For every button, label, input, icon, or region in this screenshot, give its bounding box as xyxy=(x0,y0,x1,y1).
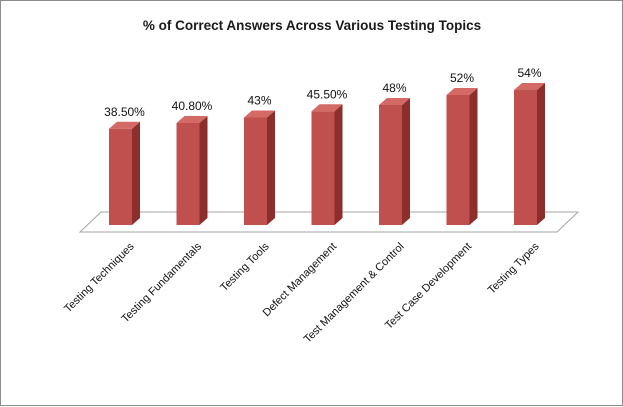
bar-side xyxy=(334,104,343,225)
bar xyxy=(244,110,275,225)
data-label: 38.50% xyxy=(104,105,145,119)
bar-side xyxy=(469,88,478,225)
bar-side xyxy=(132,121,140,225)
bar-front xyxy=(379,105,402,225)
category-label: Testing Types xyxy=(486,240,542,296)
bar xyxy=(311,104,343,225)
bar-top xyxy=(176,116,208,123)
data-label: 48% xyxy=(382,81,406,95)
bar-front xyxy=(244,117,267,225)
bar xyxy=(109,121,140,225)
bar-front xyxy=(311,111,335,225)
bar-group: 38.50% 40.80% 43% 45.50% 48% 52% 54% xyxy=(104,66,545,225)
data-label: 52% xyxy=(450,71,474,85)
bar xyxy=(446,88,478,225)
data-label: 45.50% xyxy=(307,87,348,101)
bar xyxy=(176,116,208,225)
bar-front xyxy=(514,90,537,225)
bar-top xyxy=(379,98,410,105)
bar-front xyxy=(446,95,470,225)
data-label: 40.80% xyxy=(172,99,213,113)
bar-side xyxy=(199,116,208,225)
bar-side xyxy=(402,98,410,225)
bar-top xyxy=(244,110,275,118)
bar-side xyxy=(537,83,545,225)
bar-side xyxy=(267,110,275,225)
bar xyxy=(514,83,545,225)
data-label: 43% xyxy=(247,94,271,108)
bar-top xyxy=(514,83,545,90)
category-label: Defect Management xyxy=(261,241,340,320)
bar-top xyxy=(311,104,343,112)
bar-front xyxy=(109,128,132,225)
bar-top xyxy=(109,121,140,129)
bar-top xyxy=(446,88,478,95)
category-label: Testing Techniques xyxy=(62,240,137,315)
category-label: Testing Tools xyxy=(218,240,272,294)
data-label: 54% xyxy=(517,66,541,80)
bar-front xyxy=(176,123,200,225)
chart-title: % of Correct Answers Across Various Test… xyxy=(143,18,481,33)
bar xyxy=(379,98,410,225)
